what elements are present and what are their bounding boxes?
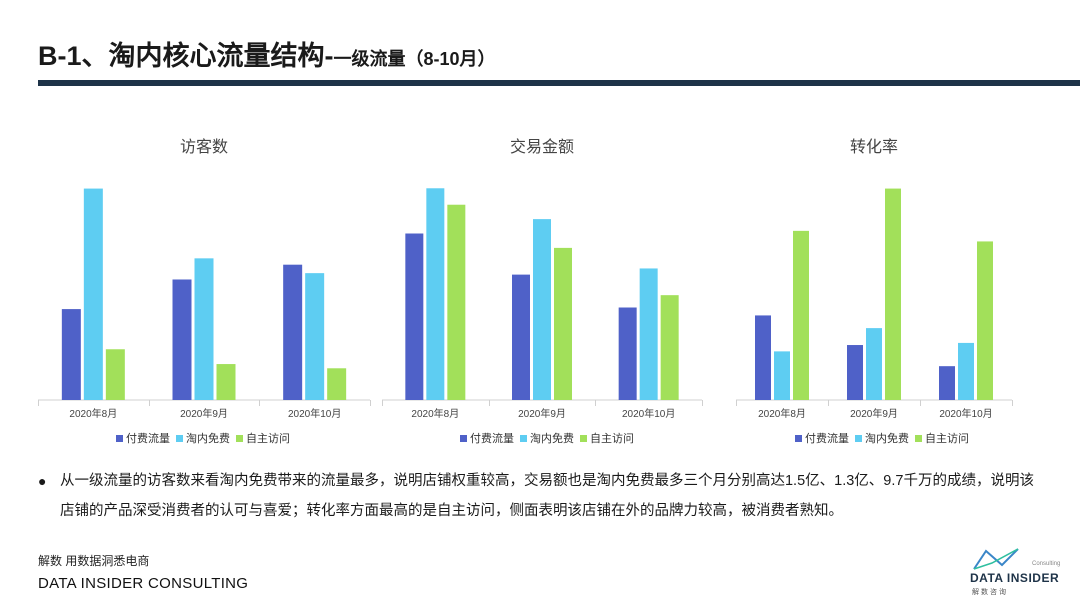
logo-mark-icon	[973, 548, 1019, 570]
bar-paid	[405, 233, 424, 400]
chart-svg-visitors: 访客数 2020年8月 2020年9月 2020年10月	[38, 138, 371, 420]
bar-free	[774, 351, 790, 400]
footer-slogan: 解数 用数据洞悉电商	[38, 554, 150, 568]
x-tick-label: 2020年9月	[850, 407, 898, 420]
page-title-sub: 一级流量（8-10月）	[333, 49, 496, 69]
chart-conversion-rate: 转化率 2020年8月 2020年9月 2020年10月	[736, 130, 1013, 420]
chart-title: 访客数	[180, 138, 228, 156]
bar-paid	[939, 366, 955, 400]
legend-label: 付费流量	[805, 433, 849, 445]
legend-conversion-rate: 付费流量 淘内免费 自主访问	[795, 430, 975, 446]
legend-label: 淘内免费	[186, 433, 230, 445]
chart-title: 转化率	[850, 138, 898, 156]
bar-paid	[61, 309, 81, 400]
legend-swatch	[176, 434, 183, 442]
company-logo: Consulting DATA INSIDER 解数咨询	[964, 545, 1074, 600]
bar-free	[83, 188, 103, 400]
legend-label: 淘内免费	[530, 433, 574, 445]
legend-item-free: 淘内免费	[855, 430, 909, 446]
bar-self	[447, 204, 466, 400]
chart-visitors: 访客数 2020年8月 2020年9月 2020年10月	[38, 130, 371, 420]
bar-self	[105, 349, 125, 400]
bar-self	[977, 241, 993, 400]
bar-free	[866, 328, 882, 400]
bar-self	[660, 295, 679, 400]
legend-swatch	[460, 434, 467, 442]
logo-main-text: DATA INSIDER	[970, 571, 1060, 585]
footer-company: DATA INSIDER CONSULTING	[38, 575, 249, 592]
legend-item-paid: 付费流量	[795, 430, 849, 446]
legend-label: 自主访问	[246, 433, 290, 445]
bar-paid	[847, 345, 863, 400]
logo-cn-text: 解数咨询	[972, 589, 1008, 596]
summary-text: 从一级流量的访客数来看淘内免费带来的流量最多，说明店铺权重较高，交易额也是淘内免…	[60, 473, 1034, 519]
x-tick-label: 2020年10月	[939, 407, 992, 420]
legend-swatch	[116, 434, 123, 442]
x-tick-label: 2020年8月	[69, 407, 117, 420]
legend-swatch	[580, 434, 587, 442]
legend-label: 付费流量	[126, 433, 170, 445]
legend-label: 淘内免费	[865, 433, 909, 445]
bar-free	[426, 188, 445, 400]
x-tick-label: 2020年10月	[622, 407, 675, 420]
legend-item-free: 淘内免费	[176, 430, 230, 446]
legend-item-free: 淘内免费	[520, 430, 574, 446]
legend-swatch	[520, 434, 527, 442]
x-tick-label: 2020年8月	[411, 407, 459, 420]
legend-swatch	[795, 434, 802, 442]
title-divider	[38, 80, 1080, 86]
bar-self	[793, 230, 809, 400]
legend-swatch	[915, 434, 922, 442]
legend-swatch	[855, 434, 862, 442]
legend-label: 付费流量	[470, 433, 514, 445]
legend-label: 自主访问	[590, 433, 634, 445]
bar-paid	[512, 274, 530, 400]
bar-paid	[755, 315, 771, 400]
legend-item-paid: 付费流量	[460, 430, 514, 446]
bar-free	[639, 268, 658, 400]
legend-visitors: 付费流量 淘内免费 自主访问	[116, 430, 296, 446]
bar-free	[533, 219, 551, 400]
legend-item-paid: 付费流量	[116, 430, 170, 446]
bar-self	[885, 188, 901, 400]
x-tick-label: 2020年8月	[758, 407, 806, 420]
bar-self	[554, 247, 572, 400]
bar-paid	[172, 279, 192, 400]
legend-item-self: 自主访问	[236, 430, 290, 446]
bullet-icon: ●	[38, 473, 47, 489]
bar-paid	[283, 264, 303, 400]
page-title: B-1、淘内核心流量结构-一级流量（8-10月）	[38, 34, 496, 73]
bar-free	[194, 258, 214, 400]
legend-item-self: 自主访问	[915, 430, 969, 446]
logo-small-text: Consulting	[1032, 561, 1061, 567]
bar-free	[958, 342, 974, 400]
x-tick-label: 2020年9月	[180, 407, 228, 420]
chart-svg-transaction-amount: 交易金额 2020年8月 2020年9月 2020年10月	[382, 138, 703, 420]
x-tick-label: 2020年10月	[288, 407, 341, 420]
bar-free	[305, 273, 325, 400]
bar-self	[216, 364, 236, 400]
chart-title: 交易金额	[510, 138, 574, 156]
legend-item-self: 自主访问	[580, 430, 634, 446]
legend-label: 自主访问	[925, 433, 969, 445]
bar-paid	[618, 307, 637, 400]
chart-transaction-amount: 交易金额 2020年8月 2020年9月 2020年10月	[382, 130, 703, 420]
legend-transaction-amount: 付费流量 淘内免费 自主访问	[460, 430, 640, 446]
bar-self	[327, 368, 347, 400]
legend-swatch	[236, 434, 243, 442]
chart-svg-conversion-rate: 转化率 2020年8月 2020年9月 2020年10月	[736, 138, 1013, 420]
page-title-main: B-1、淘内核心流量结构-	[38, 41, 334, 71]
x-tick-label: 2020年9月	[518, 407, 566, 420]
